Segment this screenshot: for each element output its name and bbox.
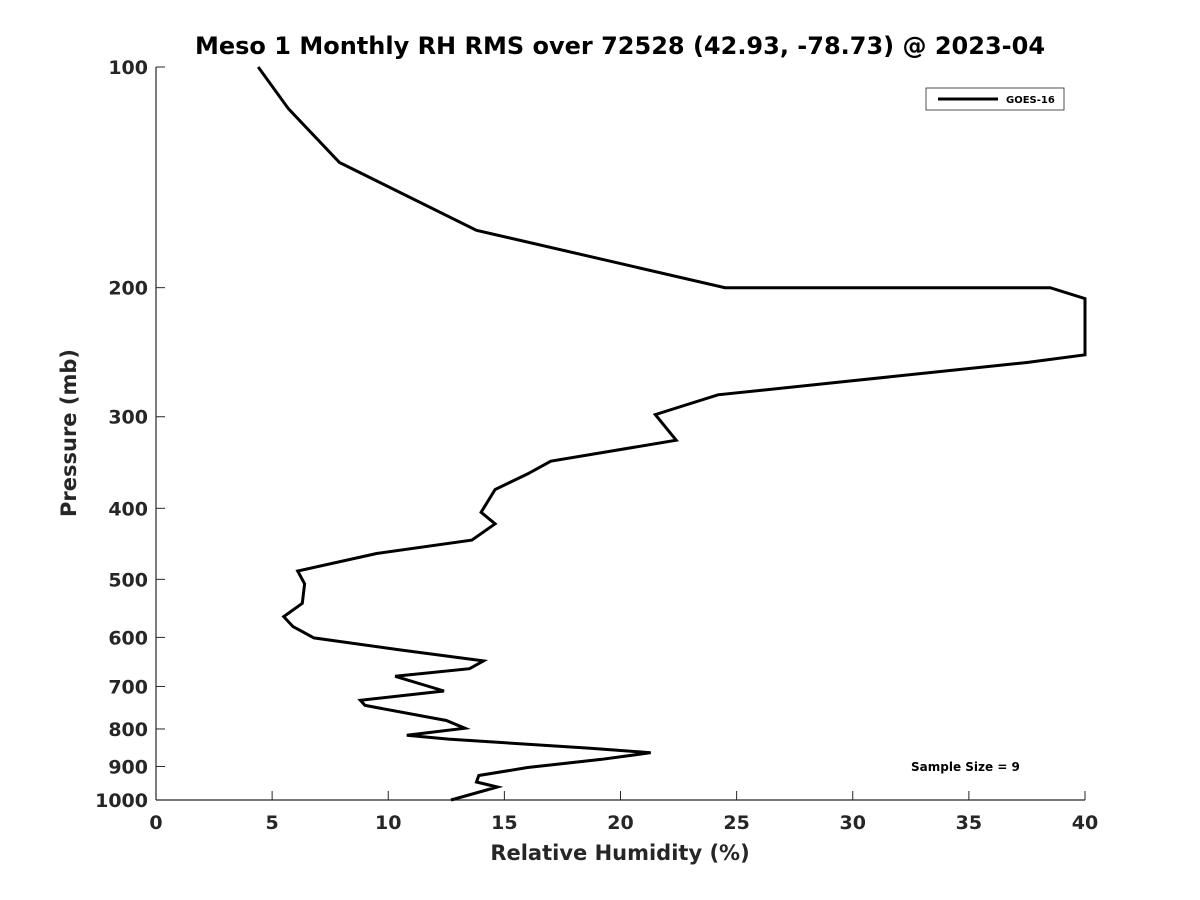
y-tick-label: 300 (108, 407, 148, 429)
series-line (256, 66, 1087, 802)
y-tick-label: 700 (108, 676, 148, 698)
y-tick-label: 500 (108, 569, 148, 591)
x-tick-label: 30 (840, 812, 866, 834)
y-tick-label: 900 (108, 756, 148, 778)
chart-title: Meso 1 Monthly RH RMS over 72528 (42.93,… (195, 32, 1045, 60)
x-tick-label: 15 (491, 812, 517, 834)
y-axis-label: Pressure (mb) (57, 349, 81, 517)
x-tick-label: 5 (266, 812, 279, 834)
y-tick-label: 1000 (95, 790, 148, 812)
sample-size-annotation: Sample Size = 9 (911, 760, 1020, 774)
x-axis-label: Relative Humidity (%) (490, 841, 749, 865)
y-axis-ticks: 100 200 300 400 500 600 700 800 900 1000 (95, 57, 165, 812)
series-layer (256, 66, 1087, 802)
legend: GOES-16 (925, 87, 1065, 111)
y-tick-label: 600 (108, 627, 148, 649)
x-tick-label: 40 (1072, 812, 1098, 834)
y-tick-label: 800 (108, 719, 148, 741)
x-tick-label: 20 (607, 812, 633, 834)
y-tick-label: 200 (108, 278, 148, 300)
x-axis-ticks: 0 5 10 15 20 25 30 35 40 (149, 791, 1098, 834)
y-tick-label: 400 (108, 498, 148, 520)
y-tick-label: 100 (108, 57, 148, 79)
x-tick-label: 10 (375, 812, 401, 834)
x-tick-label: 35 (956, 812, 982, 834)
x-tick-label: 25 (723, 812, 749, 834)
legend-label: GOES-16 (1006, 95, 1055, 106)
x-tick-label: 0 (149, 812, 162, 834)
